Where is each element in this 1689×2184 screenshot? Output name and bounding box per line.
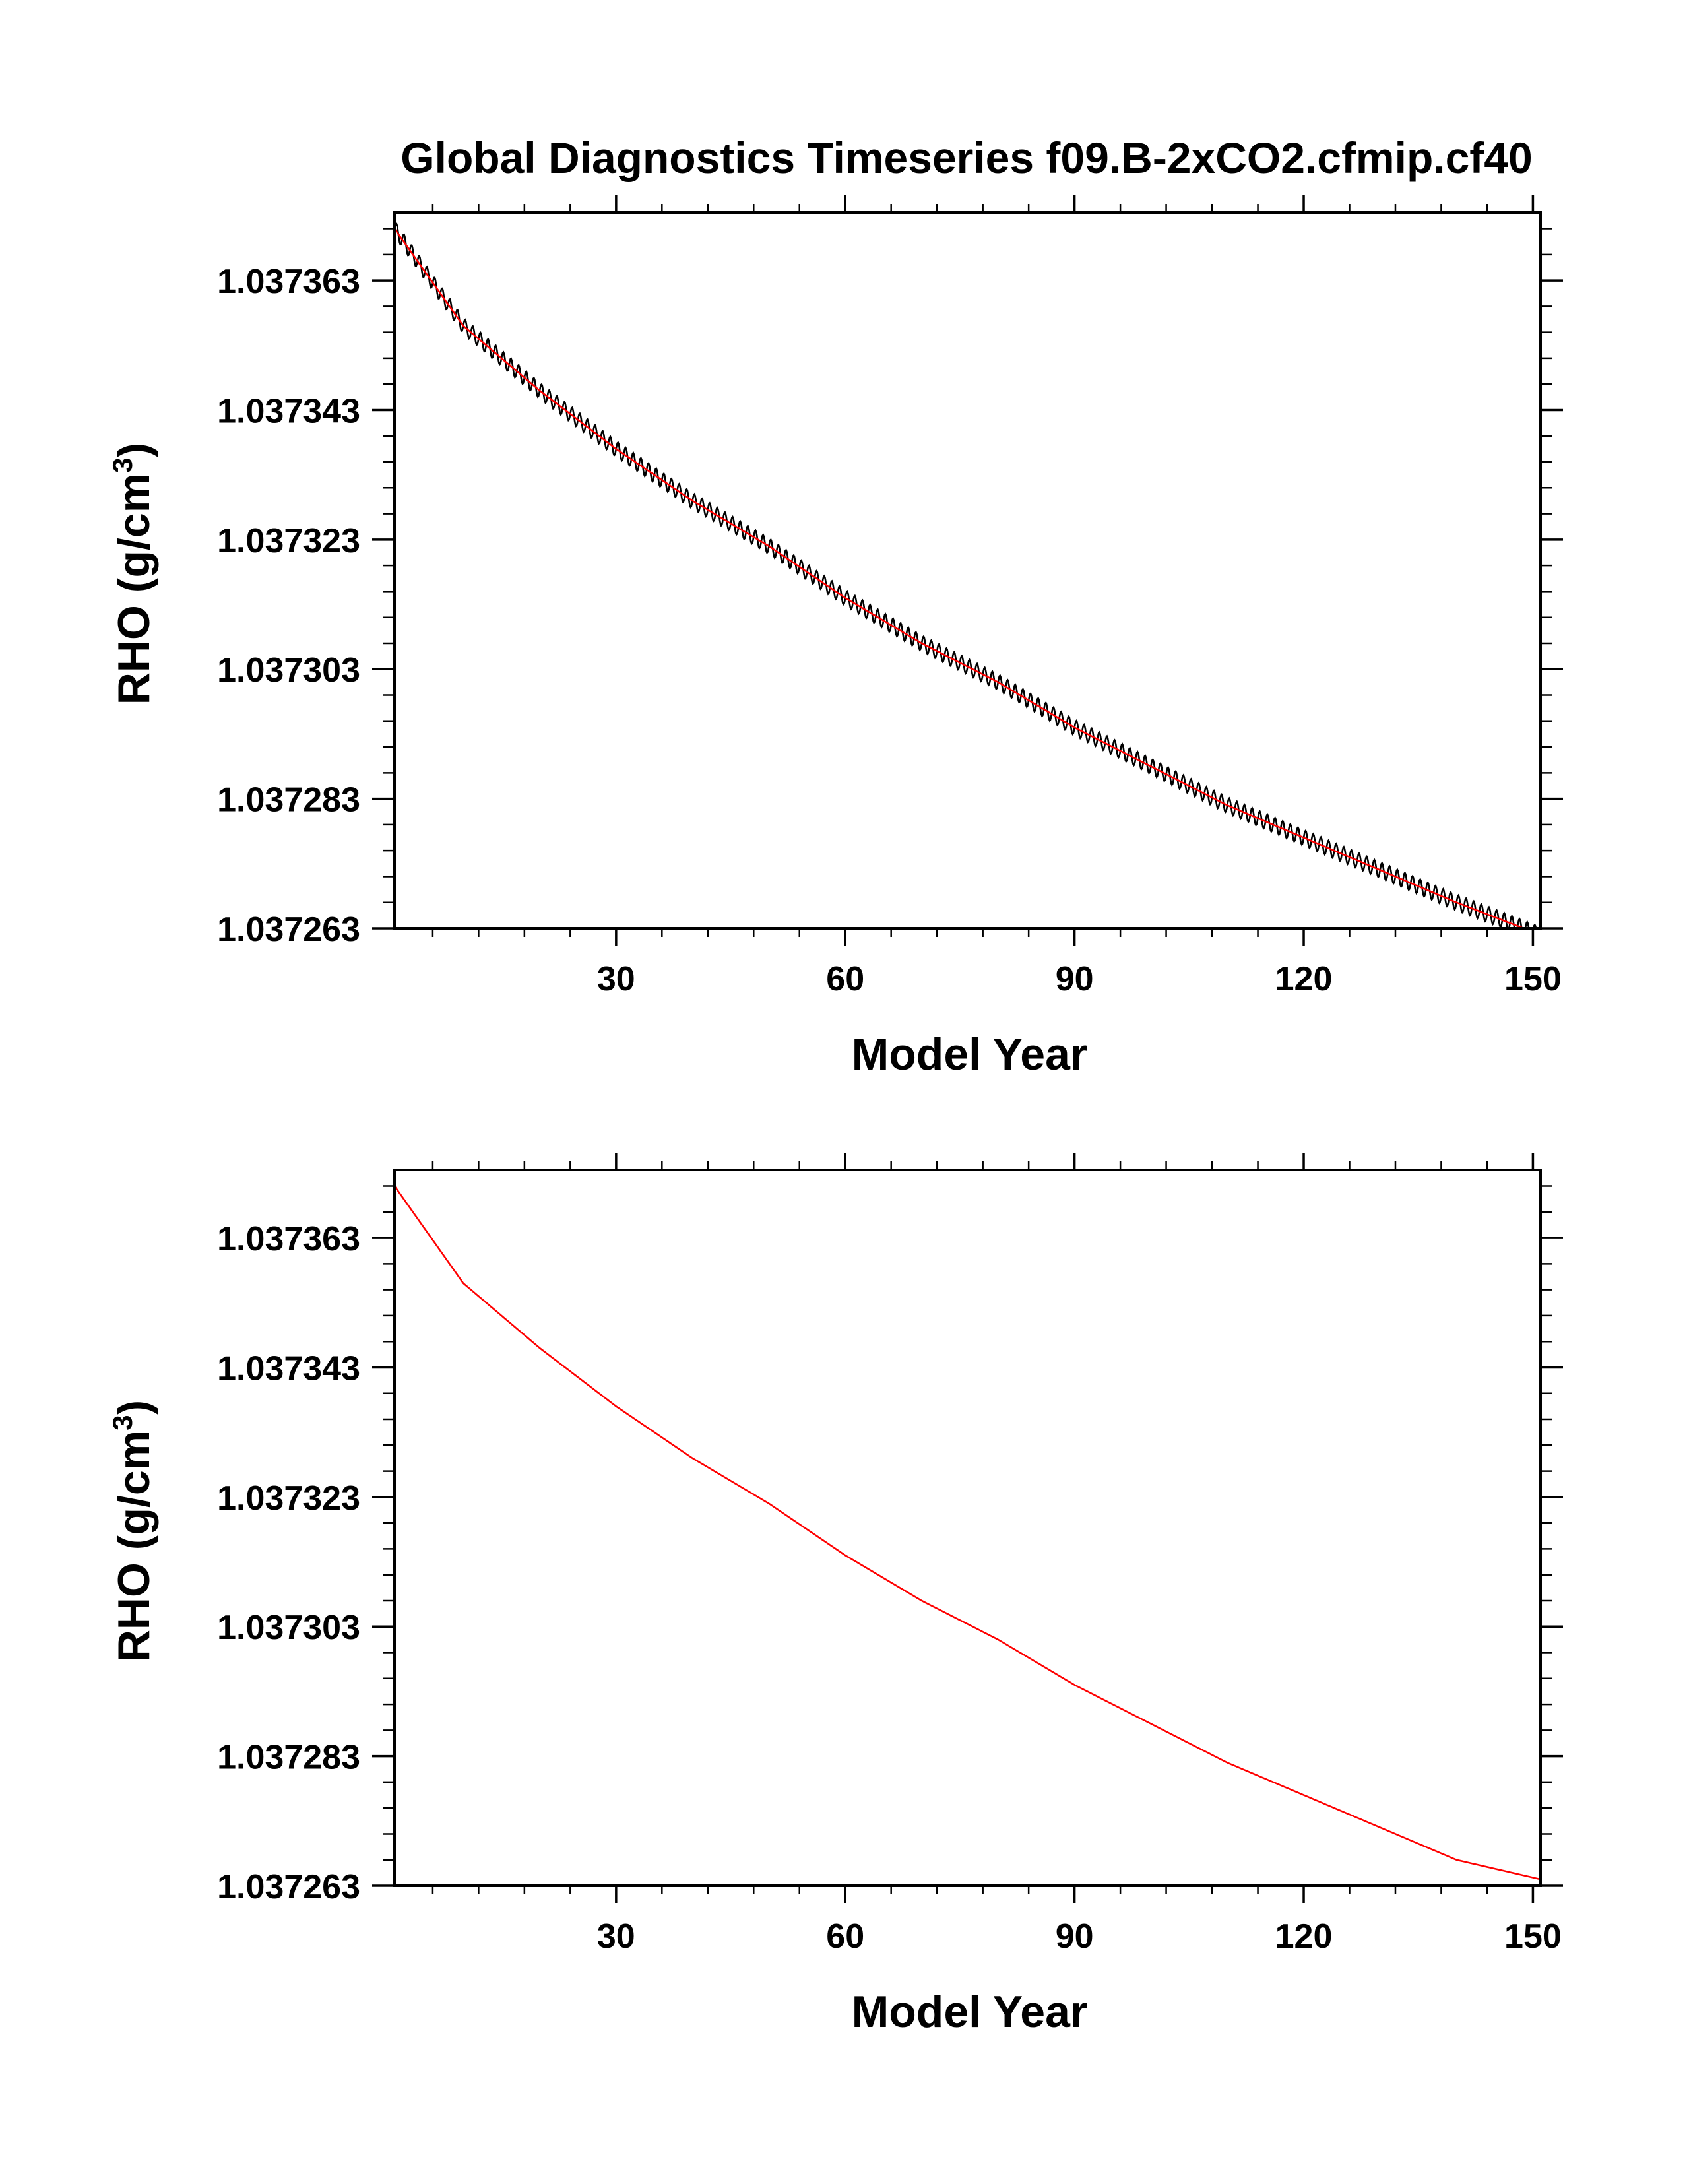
x-tick-label: 150 [1504, 1917, 1562, 1956]
y-tick-label: 1.037363 [217, 1220, 360, 1258]
y-tick-label: 1.037303 [217, 1609, 360, 1647]
x-tick-label: 120 [1275, 960, 1333, 998]
x-axis-label: Model Year [852, 1029, 1088, 1079]
top-chart-panel: 30 60 90 120 150 1.037263 1.037283 1.037303 1.03… [107, 195, 1563, 1079]
plot-frame [393, 211, 1542, 930]
y-tick-label: 1.037283 [217, 1739, 360, 1777]
plot-frame [393, 1169, 1542, 1887]
y-axis-label: RHO (g/cm3) [107, 1400, 159, 1662]
series-line-monthly [395, 222, 1537, 928]
x-tick-label: 30 [597, 960, 635, 998]
y-tick-label: 1.037363 [217, 263, 360, 301]
x-tick-label: 60 [826, 960, 864, 998]
y-tick-label: 1.037283 [217, 781, 360, 819]
x-tick-label: 150 [1504, 960, 1562, 998]
y-tick-label: 1.037343 [217, 1349, 360, 1388]
y-tick-label: 1.037323 [217, 1479, 360, 1518]
x-axis-label: Model Year [852, 1987, 1088, 2037]
chart-title: Global Diagnostics Timeseries f09.B-2xCO… [400, 133, 1532, 182]
x-tick-label: 60 [826, 1917, 864, 1956]
x-tick-label: 30 [597, 1917, 635, 1956]
y-tick-label: 1.037303 [217, 651, 360, 690]
y-tick-label: 1.037263 [217, 1868, 360, 1906]
bottom-chart-panel: 30 60 90 120 150 1.037263 1.037283 1.037303 1.03… [107, 1153, 1563, 2037]
y-axis-label: RHO (g/cm3) [107, 443, 159, 705]
y-tick-label: 1.037343 [217, 392, 360, 430]
x-tick-label: 90 [1056, 960, 1094, 998]
x-tick-label: 90 [1056, 1917, 1094, 1956]
x-tick-label: 120 [1275, 1917, 1333, 1956]
series-line-annual [395, 1185, 1541, 1880]
series-line-annual [395, 228, 1527, 928]
y-tick-label: 1.037323 [217, 522, 360, 560]
y-tick-label: 1.037263 [217, 911, 360, 949]
